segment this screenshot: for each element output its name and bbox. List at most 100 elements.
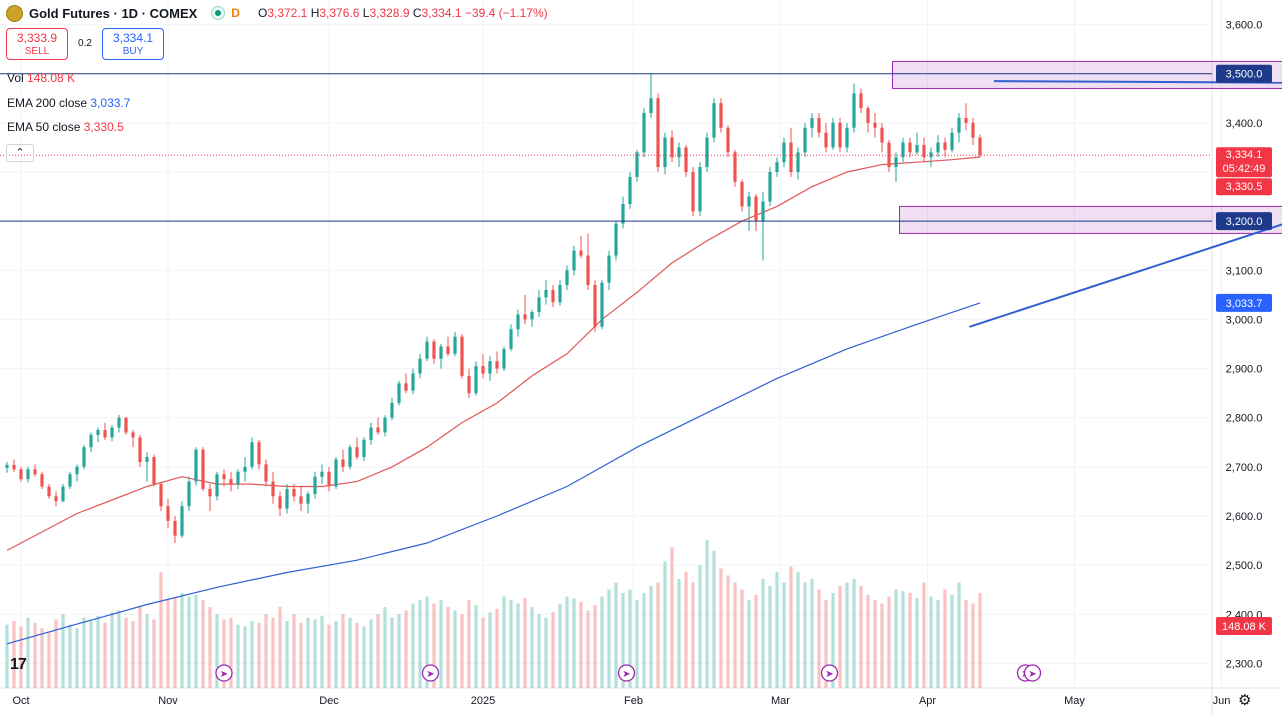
volume-bar	[747, 600, 751, 688]
candle-body	[138, 437, 142, 462]
sell-button[interactable]: 3,333.9 SELL	[6, 28, 68, 60]
candle-body	[19, 469, 23, 480]
volume-bar	[775, 571, 779, 688]
candle-body	[257, 442, 261, 465]
candle-body	[817, 117, 821, 133]
candle-body	[796, 152, 800, 172]
market-status-icon[interactable]	[211, 6, 226, 20]
volume-bar	[782, 582, 786, 688]
candle-body	[327, 471, 331, 487]
candle-body	[306, 493, 310, 504]
candle-body	[719, 103, 723, 128]
candle-body	[551, 289, 555, 303]
volume-bar	[89, 621, 93, 688]
volume-bar	[824, 600, 828, 688]
candle-body	[369, 427, 373, 440]
volume-bar	[621, 592, 625, 688]
candle-body	[880, 127, 884, 143]
ohlc-values: O3,372.1 H3,376.6 L3,328.9 C3,334.1 −39.…	[258, 6, 548, 20]
candle-body	[61, 486, 65, 502]
candle-body	[810, 117, 814, 128]
open-value: 3,372.1	[267, 6, 308, 20]
candle-body	[831, 122, 835, 148]
volume-bar	[33, 622, 37, 688]
volume-bar	[740, 589, 744, 688]
volume-bar	[586, 610, 590, 688]
volume-bar	[789, 566, 793, 688]
volume-bar	[166, 600, 170, 688]
buy-button[interactable]: 3,334.1 BUY	[102, 28, 164, 60]
collapse-legend-button[interactable]: ⌃	[6, 144, 34, 162]
time-axis-label: Apr	[919, 695, 936, 707]
volume-bar	[663, 561, 667, 688]
candle-body	[838, 122, 842, 148]
volume-bar	[208, 607, 212, 688]
chart-header: Gold Futures · 1D · COMEX D O3,372.1 H3,…	[6, 4, 548, 22]
candle-body	[614, 223, 618, 256]
price-tag-bg	[1216, 147, 1272, 178]
candle-body	[383, 417, 387, 433]
time-axis: OctNovDec2025FebMarAprMayJunJulAugSep	[12, 695, 1230, 707]
volume-bar	[131, 621, 135, 688]
tradingview-logo-icon[interactable]: 17	[10, 656, 27, 673]
candle-body	[866, 108, 870, 123]
volume-bar	[768, 585, 772, 688]
candle-body	[656, 98, 660, 168]
volume-bar	[285, 621, 289, 688]
candle-body	[509, 329, 513, 349]
volume-bar	[845, 582, 849, 688]
indicator-ema200[interactable]: EMA 200 close 3,033.7	[7, 96, 130, 110]
volume-bar	[523, 598, 527, 688]
candle-body	[54, 496, 58, 502]
candle-body	[600, 282, 604, 327]
ema200-line	[6, 302, 981, 645]
candle-body	[215, 474, 219, 497]
volume-bar	[257, 622, 261, 688]
volume-bar	[684, 571, 688, 688]
event-marker-icon	[820, 664, 839, 682]
volume-bar	[544, 617, 548, 688]
settings-gear-icon[interactable]: ⚙	[1238, 692, 1252, 709]
candle-body	[432, 341, 436, 359]
volume-bar	[453, 610, 457, 688]
ema50-layer	[6, 156, 981, 551]
candle-body	[201, 449, 205, 489]
candle-body	[460, 336, 464, 376]
volume-bar	[950, 594, 954, 688]
volume-bar	[838, 585, 842, 688]
volume-bar	[159, 571, 163, 688]
volume-bar	[971, 603, 975, 688]
candle-body	[173, 520, 177, 536]
volume-bar	[796, 571, 800, 688]
volume-bar	[488, 612, 492, 688]
volume-bar	[964, 600, 968, 688]
volume-bar	[432, 603, 436, 688]
candle-body	[922, 144, 926, 158]
volume-bar	[880, 603, 884, 688]
volume-bar	[516, 603, 520, 688]
candle-body	[964, 117, 968, 123]
candle-body	[467, 375, 471, 394]
volume-bar	[61, 614, 65, 688]
volume-bar	[40, 628, 44, 688]
volume-bar	[327, 624, 331, 688]
candle-body	[544, 289, 548, 298]
candle-body	[103, 430, 107, 438]
price-tick-label: 2,700.0	[1226, 462, 1263, 474]
data-badge[interactable]: D	[231, 6, 240, 20]
time-axis-label: Oct	[12, 695, 29, 707]
volume-bar	[19, 626, 23, 688]
candle-body	[362, 439, 366, 458]
indicator-volume[interactable]: Vol 148.08 K	[7, 71, 75, 85]
candle-body	[558, 285, 562, 303]
symbol-title[interactable]: Gold Futures · 1D · COMEX	[29, 5, 198, 21]
time-axis-label: Feb	[624, 695, 643, 707]
candle-body	[747, 196, 751, 207]
event-marker-icon	[215, 664, 233, 682]
event-marker-icon	[421, 664, 440, 682]
indicator-ema50[interactable]: EMA 50 close 3,330.5	[7, 120, 124, 134]
volume-bar	[908, 592, 912, 688]
volume-bar	[502, 596, 506, 688]
ema200-tag: 3,033.7	[1226, 298, 1263, 310]
